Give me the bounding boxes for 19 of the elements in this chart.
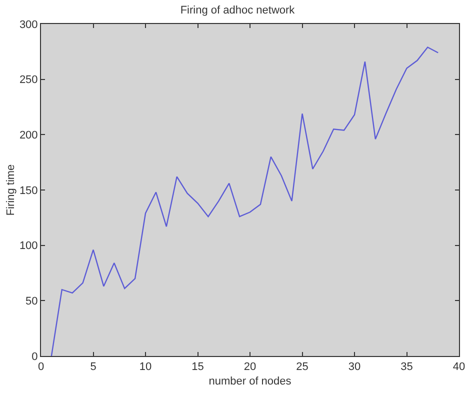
x-tick-label: 40 [452,361,466,374]
x-tick-label: 10 [139,361,152,374]
x-tick-label: 20 [244,361,256,374]
x-axis-title: number of nodes [208,375,292,388]
y-tick-label: 200 [19,130,38,142]
x-tick-label: 5 [90,361,96,374]
y-tick-label: 250 [19,74,38,86]
y-tick-label: 300 [19,18,38,31]
y-tick-label: 0 [32,350,38,363]
y-tick-label: 100 [19,240,38,252]
line-series [50,46,439,356]
y-tick-label: 150 [19,184,38,197]
y-tick-label: 50 [26,296,38,308]
x-tick-label: 25 [296,361,308,374]
chart-title: Firing of adhoc network [180,4,296,17]
x-tick-label: 35 [400,361,413,374]
y-axis-title: Firing time [5,164,18,216]
x-tick-label: 15 [192,361,204,374]
x-tick-label: 30 [348,361,361,374]
